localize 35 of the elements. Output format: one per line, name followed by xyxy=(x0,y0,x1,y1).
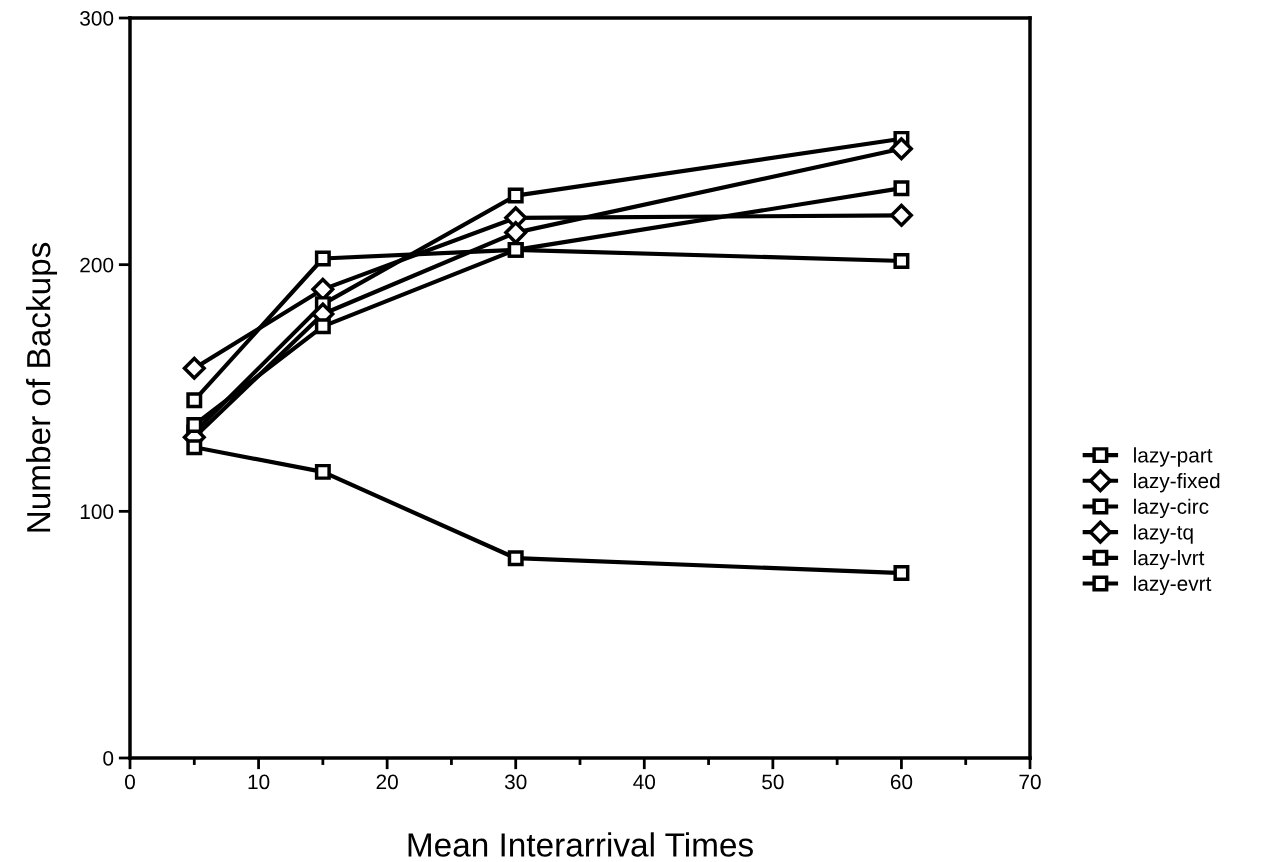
point xyxy=(893,252,910,269)
point xyxy=(893,180,910,197)
point xyxy=(889,203,913,227)
x-axis-title: Mean Interarrival Times xyxy=(408,832,753,857)
legend-label: lazy-part xyxy=(1134,447,1213,467)
y-tick-label: 100 xyxy=(80,504,114,520)
y-tick-label: 200 xyxy=(80,257,114,273)
point xyxy=(504,221,528,245)
point xyxy=(893,565,910,581)
point xyxy=(889,137,913,161)
point xyxy=(182,356,206,380)
x-tick-label: 40 xyxy=(633,774,656,790)
x-tick-label: 30 xyxy=(504,774,527,790)
legend-label: lazy-lvrt xyxy=(1134,550,1205,570)
x-tick-label: 60 xyxy=(890,774,913,790)
point xyxy=(507,550,524,567)
point xyxy=(507,187,524,204)
x-tick-label: 20 xyxy=(376,774,398,790)
x-tick-label: 0 xyxy=(125,774,135,790)
point xyxy=(314,318,331,335)
x-tick-label: 70 xyxy=(1019,774,1041,790)
legend-label: lazy-evrt xyxy=(1134,575,1212,596)
x-tick-label: 10 xyxy=(248,774,270,790)
y-tick-label: 0 xyxy=(103,751,114,766)
x-tick-label: 50 xyxy=(762,774,784,790)
point xyxy=(314,250,331,267)
legend-label: lazy-circ xyxy=(1134,498,1209,519)
point xyxy=(186,439,203,456)
point xyxy=(186,392,203,409)
legend-label: lazy-fixed xyxy=(1134,472,1220,493)
legend-label: lazy-tq xyxy=(1134,524,1193,544)
point xyxy=(186,417,203,433)
point xyxy=(314,463,331,480)
y-tick-label: 300 xyxy=(80,11,114,26)
y-axis-title: Number of Backups xyxy=(25,242,58,532)
